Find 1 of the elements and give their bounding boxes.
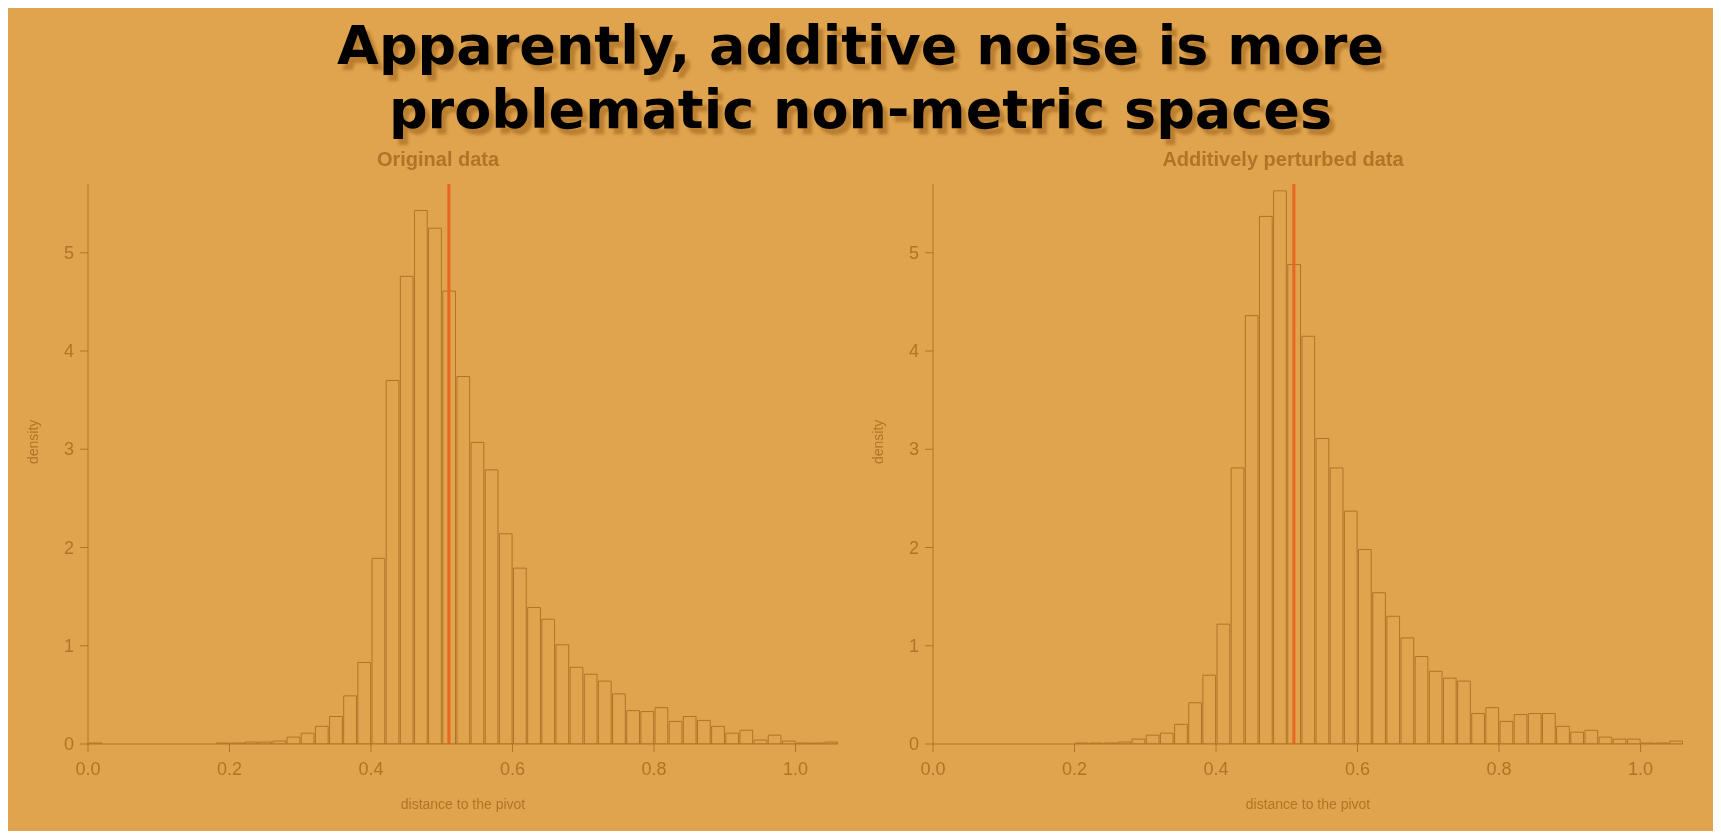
text: Apparently, additive noise is more problematic non-metric spaces (336, 14, 1385, 142)
